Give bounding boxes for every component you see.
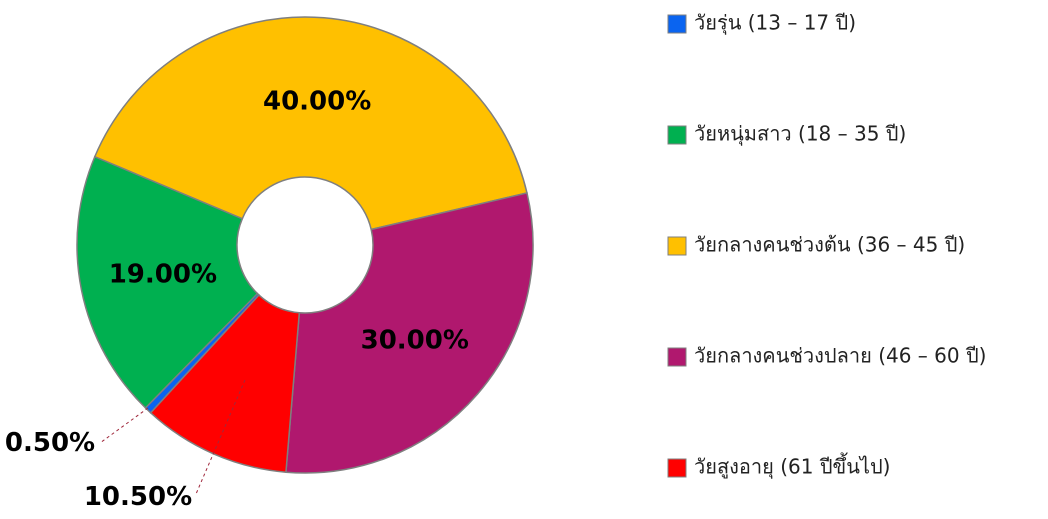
data-label: 0.50% [5, 428, 95, 458]
legend-label: วัยกลางคนช่วงปลาย (46 – 60 ปี) [694, 344, 986, 368]
legend-swatch [667, 236, 687, 256]
legend-label: วัยรุ่น (13 – 17 ปี) [694, 11, 856, 36]
leader-line [195, 379, 246, 495]
slice [76, 155, 259, 409]
legend-swatch [667, 14, 687, 34]
data-label: 40.00% [263, 87, 371, 117]
legend-label: วัยกลางคนช่วงต้น (36 – 45 ปี) [694, 233, 965, 257]
legend-label: วัยหนุ่มสาว (18 – 35 ปี) [694, 122, 906, 147]
slice [285, 192, 534, 474]
legend-label: วัยสูงอายุ (61 ปีขึ้นไป) [694, 453, 890, 480]
leader-line [99, 407, 149, 444]
slice [149, 293, 301, 474]
data-label: 30.00% [361, 326, 469, 356]
slice [93, 16, 528, 231]
legend-swatch [667, 347, 687, 367]
legend-swatch [667, 458, 687, 478]
data-label: 19.00% [109, 260, 217, 290]
data-label: 10.50% [84, 482, 192, 512]
legend-swatch [667, 125, 687, 145]
